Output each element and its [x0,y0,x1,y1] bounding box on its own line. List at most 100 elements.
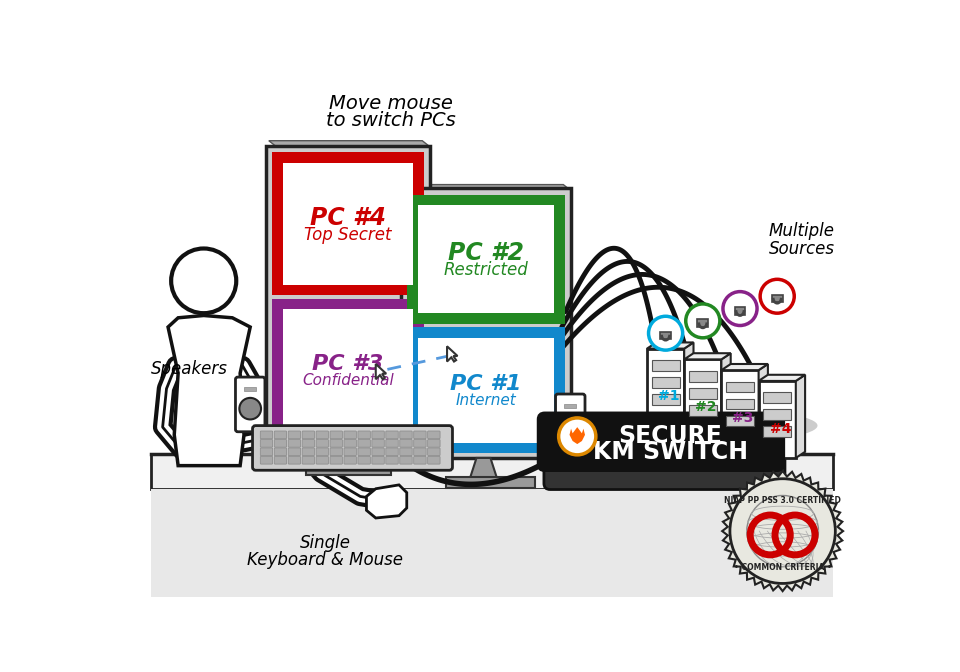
Text: SECURE: SECURE [618,423,722,448]
Text: Multiple: Multiple [769,222,835,240]
FancyBboxPatch shape [275,456,287,464]
FancyBboxPatch shape [316,431,328,439]
Polygon shape [758,364,768,447]
Bar [763,409,791,420]
Text: Restricted: Restricted [444,261,528,279]
Bar [407,195,564,324]
FancyBboxPatch shape [372,439,384,447]
FancyBboxPatch shape [399,456,412,464]
Bar [726,382,754,392]
Polygon shape [168,315,251,466]
FancyBboxPatch shape [399,439,412,447]
Text: #4: #4 [770,422,791,435]
Text: PC #3: PC #3 [312,354,384,374]
FancyBboxPatch shape [358,448,371,456]
Bar [652,394,680,405]
Polygon shape [721,353,731,436]
Text: Sources: Sources [769,239,835,257]
Bar [418,206,554,313]
Ellipse shape [647,410,818,441]
FancyBboxPatch shape [344,431,356,439]
FancyBboxPatch shape [399,448,412,456]
FancyBboxPatch shape [235,377,265,432]
Bar [689,388,717,398]
Text: Internet: Internet [455,394,516,409]
Circle shape [730,478,835,583]
Bar [244,387,256,391]
Bar [407,327,564,454]
Bar [400,188,571,458]
Bar [689,371,717,382]
Bar [306,464,392,475]
Text: to switch PCs: to switch PCs [326,111,456,130]
FancyBboxPatch shape [386,448,398,456]
FancyBboxPatch shape [372,431,384,439]
Circle shape [560,415,581,436]
Text: #2: #2 [695,400,717,414]
Text: • COMMON CRITERIA •: • COMMON CRITERIA • [733,563,831,573]
Bar [721,370,758,447]
Polygon shape [796,375,805,458]
Polygon shape [151,454,833,489]
Bar [266,146,430,446]
Bar [660,332,671,339]
Text: PC #1: PC #1 [450,374,521,394]
Bar [734,307,745,314]
Bar [652,377,680,388]
FancyBboxPatch shape [330,431,343,439]
Circle shape [239,398,261,419]
Polygon shape [151,489,833,597]
FancyBboxPatch shape [358,439,371,447]
Polygon shape [447,346,458,362]
Text: Keyboard & Mouse: Keyboard & Mouse [248,550,403,569]
FancyBboxPatch shape [414,431,426,439]
Polygon shape [269,140,430,147]
Text: PC #4: PC #4 [310,206,386,230]
FancyBboxPatch shape [344,448,356,456]
FancyBboxPatch shape [316,439,328,447]
Bar [697,319,708,327]
FancyBboxPatch shape [275,431,287,439]
Polygon shape [722,471,843,591]
Polygon shape [332,446,359,464]
FancyBboxPatch shape [260,439,273,447]
FancyBboxPatch shape [275,448,287,456]
FancyBboxPatch shape [302,439,315,447]
Text: PC #2: PC #2 [447,241,524,265]
Text: KM SWITCH: KM SWITCH [592,439,748,464]
Circle shape [649,317,683,350]
Bar [564,404,576,408]
Text: Speakers: Speakers [152,360,228,378]
Bar [272,298,423,442]
Circle shape [760,280,794,313]
FancyBboxPatch shape [386,439,398,447]
Bar [726,398,754,409]
Bar [763,392,791,403]
FancyBboxPatch shape [427,448,440,456]
Polygon shape [569,427,585,444]
FancyBboxPatch shape [288,456,300,464]
Text: #3: #3 [732,411,754,425]
FancyBboxPatch shape [539,413,783,470]
FancyBboxPatch shape [330,439,343,447]
Polygon shape [375,364,386,379]
FancyBboxPatch shape [288,431,300,439]
Circle shape [685,304,720,338]
Bar [684,360,721,436]
FancyBboxPatch shape [358,431,371,439]
FancyBboxPatch shape [302,456,315,464]
Bar [445,477,536,488]
FancyBboxPatch shape [427,456,440,464]
FancyBboxPatch shape [414,456,426,464]
FancyBboxPatch shape [344,439,356,447]
Bar [647,349,684,425]
Text: Confidential: Confidential [302,374,394,388]
FancyBboxPatch shape [330,456,343,464]
Text: NIAP PP PSS 3.0 CERTIFIED: NIAP PP PSS 3.0 CERTIFIED [724,496,841,505]
Bar [763,426,791,437]
FancyBboxPatch shape [316,456,328,464]
Bar [283,309,413,431]
FancyBboxPatch shape [344,456,356,464]
Polygon shape [367,485,407,518]
FancyBboxPatch shape [544,435,785,489]
